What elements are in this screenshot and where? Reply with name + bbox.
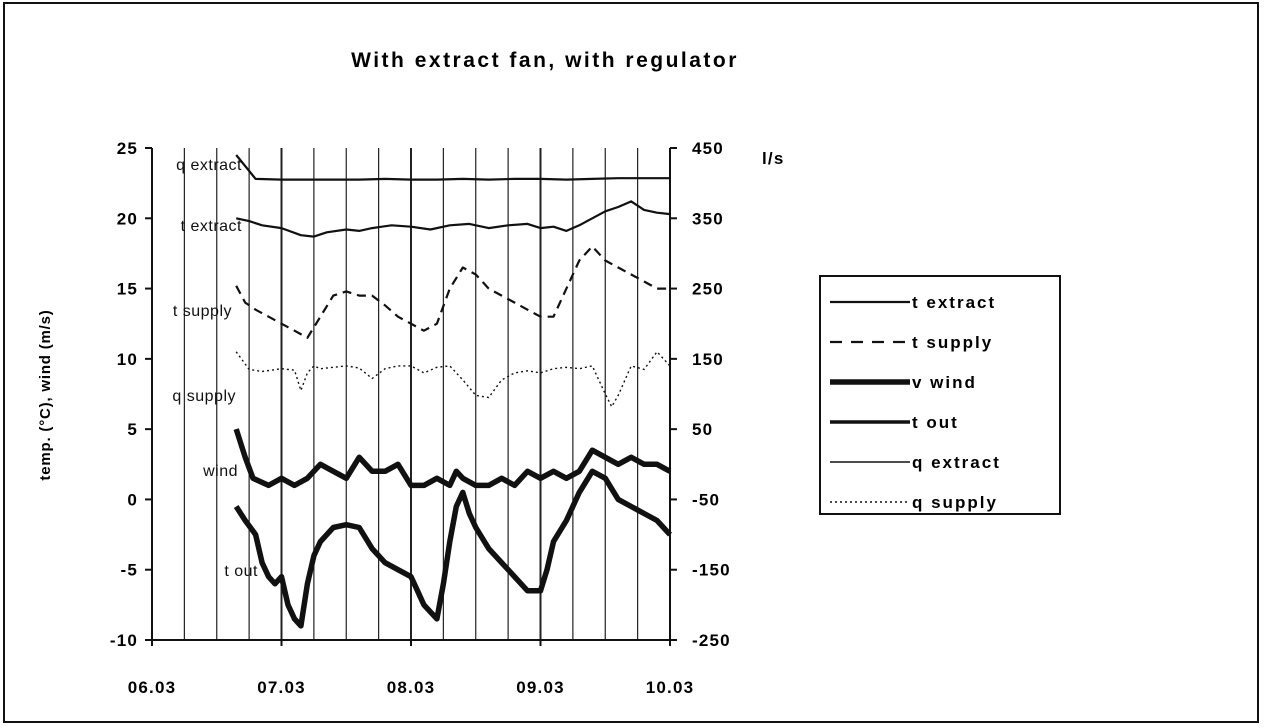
legend-label: q extract — [912, 453, 1001, 472]
series-t-out — [233, 468, 673, 629]
legend-label: t out — [912, 413, 959, 432]
chart-title: With extract fan, with regulator — [351, 49, 739, 72]
y-tick-label: 15 — [117, 280, 138, 299]
y2-tick-label: 50 — [692, 420, 713, 439]
legend-label: v wind — [912, 373, 977, 392]
axes: 2520151050-5-1045035025015050-50-150-250… — [110, 139, 731, 697]
y2-tick-label: 150 — [692, 350, 724, 369]
legend-label: t supply — [912, 333, 993, 352]
series-v-wind — [233, 428, 672, 489]
annotation-label: wind — [202, 463, 238, 480]
y-tick-label: -5 — [120, 561, 138, 580]
annotation-label: t supply — [173, 303, 232, 320]
y-tick-label: 5 — [127, 420, 138, 439]
legend-box — [819, 275, 1061, 515]
y2-tick-label: 450 — [692, 139, 724, 158]
series-lines — [233, 154, 673, 629]
series-q-extract — [235, 154, 670, 181]
y2-tick-label: -250 — [692, 631, 731, 650]
x-tick-label: 08.03 — [387, 678, 436, 697]
x-tick-label: 07.03 — [257, 678, 306, 697]
y-tick-label: 10 — [117, 350, 138, 369]
legend-label: t extract — [912, 293, 996, 312]
series-t-extract — [235, 200, 671, 238]
y-tick-label: 0 — [127, 490, 138, 509]
x-tick-label: 09.03 — [516, 678, 565, 697]
annotation-label: q extract — [176, 157, 242, 174]
y2-tick-label: 350 — [692, 209, 724, 228]
series-annotations: q extract t extract t supply q supply wind t … — [172, 157, 258, 580]
y-tick-label: -10 — [110, 631, 138, 650]
y-tick-label: 20 — [117, 209, 138, 228]
annotation-label: q supply — [172, 388, 236, 405]
series-t-supply — [235, 245, 670, 339]
y-axis-label: temp. (°C), wind (m/s) — [37, 309, 54, 480]
annotation-label: t out — [224, 563, 258, 580]
legend: t extract t supply v wind t out q extract q s… — [819, 275, 1061, 515]
y2-tick-label: 250 — [692, 280, 724, 299]
y2-tick-label: -50 — [692, 490, 720, 509]
x-tick-label: 06.03 — [128, 678, 177, 697]
y2-axis-unit: l/s — [762, 149, 785, 168]
y-tick-label: 25 — [117, 139, 138, 158]
y2-tick-label: -150 — [692, 561, 731, 580]
x-tick-label: 10.03 — [646, 678, 695, 697]
legend-label: q supply — [912, 493, 998, 512]
annotation-label: t extract — [181, 218, 242, 235]
